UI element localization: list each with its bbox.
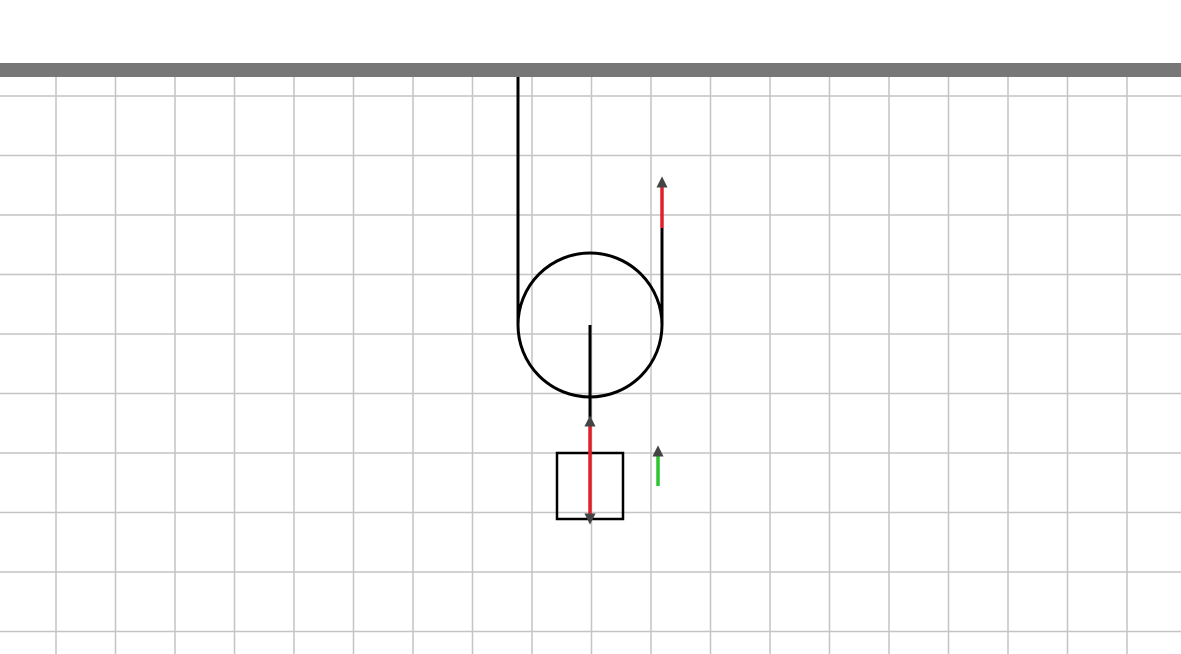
ceiling-bar xyxy=(0,63,1181,77)
